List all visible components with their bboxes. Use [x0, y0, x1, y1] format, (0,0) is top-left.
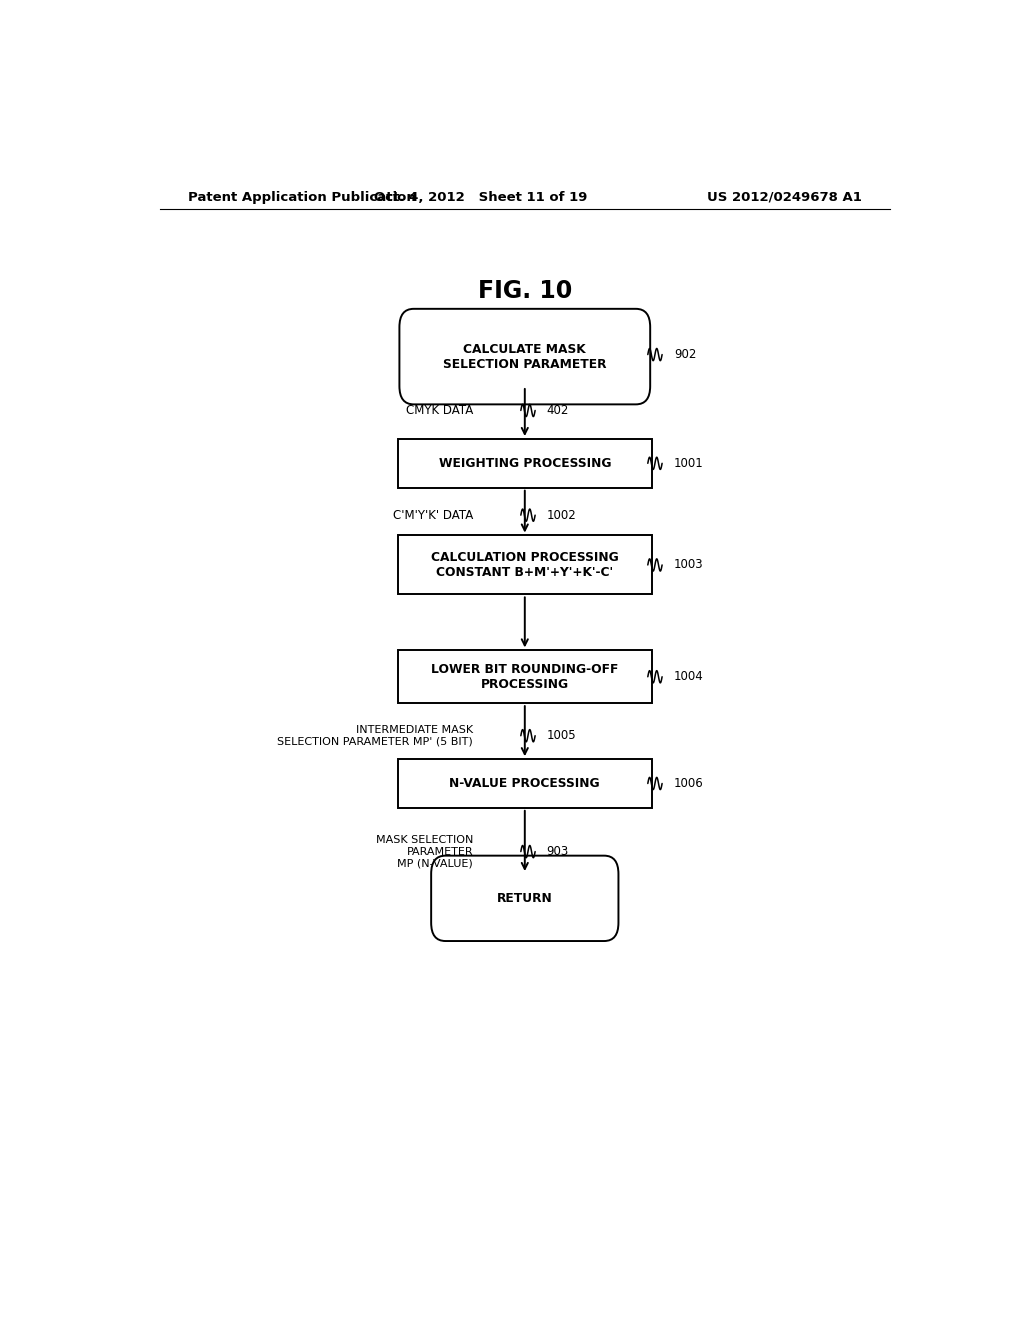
Bar — [397, 759, 651, 808]
Text: CALCULATION PROCESSING
CONSTANT B+M'+Y'+K'-C': CALCULATION PROCESSING CONSTANT B+M'+Y'+… — [431, 550, 618, 579]
Text: N-VALUE PROCESSING: N-VALUE PROCESSING — [450, 777, 600, 789]
Bar — [397, 651, 651, 704]
Text: 402: 402 — [546, 404, 568, 417]
Text: Patent Application Publication: Patent Application Publication — [187, 190, 416, 203]
FancyBboxPatch shape — [399, 309, 650, 404]
Text: 1003: 1003 — [674, 558, 703, 572]
Text: 1001: 1001 — [674, 457, 703, 470]
Text: 902: 902 — [674, 348, 696, 362]
Text: 1002: 1002 — [546, 508, 575, 521]
Text: C'M'Y'K' DATA: C'M'Y'K' DATA — [393, 508, 473, 521]
Text: 903: 903 — [546, 845, 568, 858]
Text: FIG. 10: FIG. 10 — [477, 279, 572, 302]
Text: CMYK DATA: CMYK DATA — [406, 404, 473, 417]
Text: MASK SELECTION
PARAMETER
MP (N-VALUE): MASK SELECTION PARAMETER MP (N-VALUE) — [376, 836, 473, 869]
Text: 1004: 1004 — [674, 671, 703, 684]
Text: WEIGHTING PROCESSING: WEIGHTING PROCESSING — [438, 457, 611, 470]
Text: 1005: 1005 — [546, 729, 575, 742]
Text: CALCULATE MASK
SELECTION PARAMETER: CALCULATE MASK SELECTION PARAMETER — [443, 343, 606, 371]
Bar — [397, 440, 651, 487]
Text: RETURN: RETURN — [497, 892, 553, 904]
Text: US 2012/0249678 A1: US 2012/0249678 A1 — [708, 190, 862, 203]
Text: Oct. 4, 2012   Sheet 11 of 19: Oct. 4, 2012 Sheet 11 of 19 — [375, 190, 588, 203]
FancyBboxPatch shape — [431, 855, 618, 941]
Text: INTERMEDIATE MASK
SELECTION PARAMETER MP' (5 BIT): INTERMEDIATE MASK SELECTION PARAMETER MP… — [278, 725, 473, 747]
Text: 1006: 1006 — [674, 777, 703, 789]
Bar — [397, 536, 651, 594]
Text: LOWER BIT ROUNDING-OFF
PROCESSING: LOWER BIT ROUNDING-OFF PROCESSING — [431, 663, 618, 690]
